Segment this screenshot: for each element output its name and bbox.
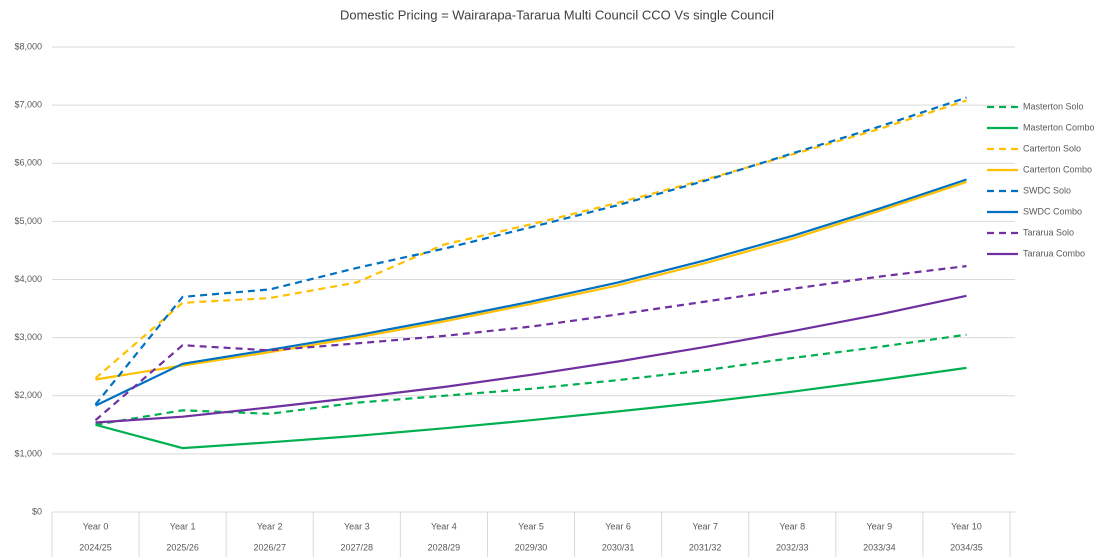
x-tick-label: Year 8 — [779, 521, 805, 531]
x-tick-label: Year 6 — [605, 521, 631, 531]
x-tick-label: Year 7 — [692, 521, 718, 531]
x-period-label: 2034/35 — [950, 542, 983, 552]
legend-label: Carterton Combo — [1023, 164, 1092, 174]
series-line — [95, 178, 967, 407]
legend-label: SWDC Solo — [1023, 185, 1071, 195]
y-tick-label: $6,000 — [14, 158, 42, 168]
x-period-label: 2028/29 — [428, 542, 461, 552]
y-tick-label: $5,000 — [14, 216, 42, 226]
y-tick-label: $1,000 — [14, 448, 42, 458]
legend-label: Masterton Solo — [1023, 101, 1084, 111]
x-period-label: 2032/33 — [776, 542, 809, 552]
legend-label: Tararua Combo — [1023, 248, 1085, 258]
x-period-label: 2027/28 — [341, 542, 374, 552]
series-line — [94, 265, 967, 422]
series-line — [94, 99, 967, 380]
x-tick-label: Year 5 — [518, 521, 544, 531]
x-tick-label: Year 2 — [257, 521, 283, 531]
x-period-label: 2029/30 — [515, 542, 548, 552]
series-line — [95, 333, 967, 426]
x-tick-label: Year 10 — [951, 521, 982, 531]
x-tick-label: Year 1 — [170, 521, 196, 531]
x-period-label: 2031/32 — [689, 542, 722, 552]
series-line — [95, 180, 967, 381]
x-tick-label: Year 4 — [431, 521, 457, 531]
legend-label: Carterton Solo — [1023, 143, 1081, 153]
y-tick-label: $7,000 — [14, 100, 42, 110]
y-tick-label: $4,000 — [14, 274, 42, 284]
y-tick-label: $2,000 — [14, 390, 42, 400]
x-tick-label: Year 3 — [344, 521, 370, 531]
x-tick-label: Year 0 — [83, 521, 109, 531]
legend-label: SWDC Combo — [1023, 206, 1082, 216]
legend-label: Tararua Solo — [1023, 227, 1074, 237]
x-period-label: 2024/25 — [79, 542, 112, 552]
series-line — [95, 366, 967, 450]
y-tick-label: $3,000 — [14, 332, 42, 342]
series-line — [95, 294, 967, 424]
x-tick-label: Year 9 — [867, 521, 893, 531]
x-period-label: 2033/34 — [863, 542, 896, 552]
chart-title: Domestic Pricing = Wairarapa-Tararua Mul… — [340, 7, 774, 22]
series-line — [94, 96, 967, 406]
x-period-label: 2026/27 — [253, 542, 286, 552]
x-period-label: 2025/26 — [166, 542, 199, 552]
legend-label: Masterton Combo — [1023, 122, 1095, 132]
y-tick-label: $0 — [32, 506, 42, 516]
x-period-label: 2030/31 — [602, 542, 635, 552]
y-tick-label: $8,000 — [14, 41, 42, 51]
